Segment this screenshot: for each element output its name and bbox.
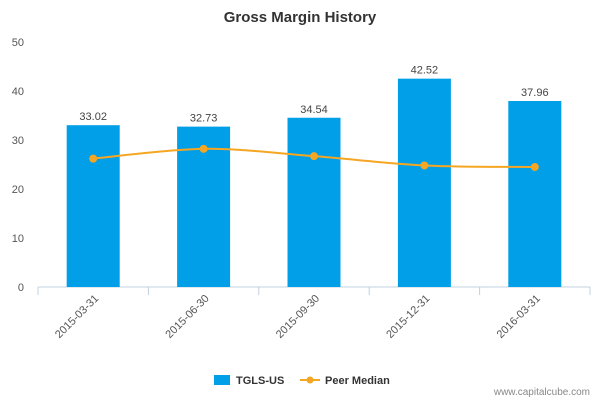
chart-title: Gross Margin History: [224, 9, 377, 26]
legend: TGLS-US Peer Median: [214, 375, 390, 387]
legend-label-tgls: TGLS-US: [236, 375, 284, 387]
bar: [177, 126, 231, 287]
x-tick-label: 2015-12-31: [384, 293, 432, 341]
x-tick-label: 2016-03-31: [495, 293, 543, 341]
bar: [508, 100, 562, 287]
credit-text: www.capitalcube.com: [493, 387, 590, 398]
bar-data-label: 32.73: [190, 113, 218, 125]
bar-series: [66, 78, 562, 288]
legend-label-peer-median: Peer Median: [325, 375, 390, 387]
y-tick-label: 20: [12, 184, 24, 196]
bar-data-label: 34.54: [300, 104, 328, 116]
bar: [287, 117, 341, 287]
peer-median-point: [199, 144, 208, 153]
y-tick-label: 10: [12, 233, 24, 245]
x-tick-label: 2015-06-30: [163, 293, 211, 341]
x-tick-label: 2015-09-30: [274, 293, 322, 341]
legend-marker-peer-median: [306, 376, 314, 384]
bar-data-label: 37.96: [521, 87, 549, 99]
y-tick-label: 50: [12, 37, 24, 49]
peer-median-point: [420, 161, 429, 170]
bar-data-labels: 33.02 32.73 34.54 42.52 37.96: [79, 65, 548, 125]
peer-median-point: [310, 152, 318, 161]
x-tick-label: 2015-03-31: [53, 293, 101, 341]
y-tick-label: 0: [18, 282, 24, 294]
x-axis: 2015-03-31 2015-06-30 2015-09-30 2015-12-31…: [37, 286, 591, 341]
bar-data-label: 33.02: [79, 111, 107, 123]
peer-median-point: [89, 154, 98, 163]
y-tick-label: 30: [12, 135, 24, 147]
y-axis: 0 10 20 30 40 50: [12, 37, 24, 294]
peer-median-series: [89, 144, 539, 171]
y-tick-label: 40: [12, 86, 24, 98]
bar: [397, 78, 451, 287]
peer-median-point: [530, 162, 539, 171]
legend-swatch-tgls: [214, 375, 230, 385]
bar: [66, 125, 120, 288]
bar-data-label: 42.52: [411, 65, 439, 77]
